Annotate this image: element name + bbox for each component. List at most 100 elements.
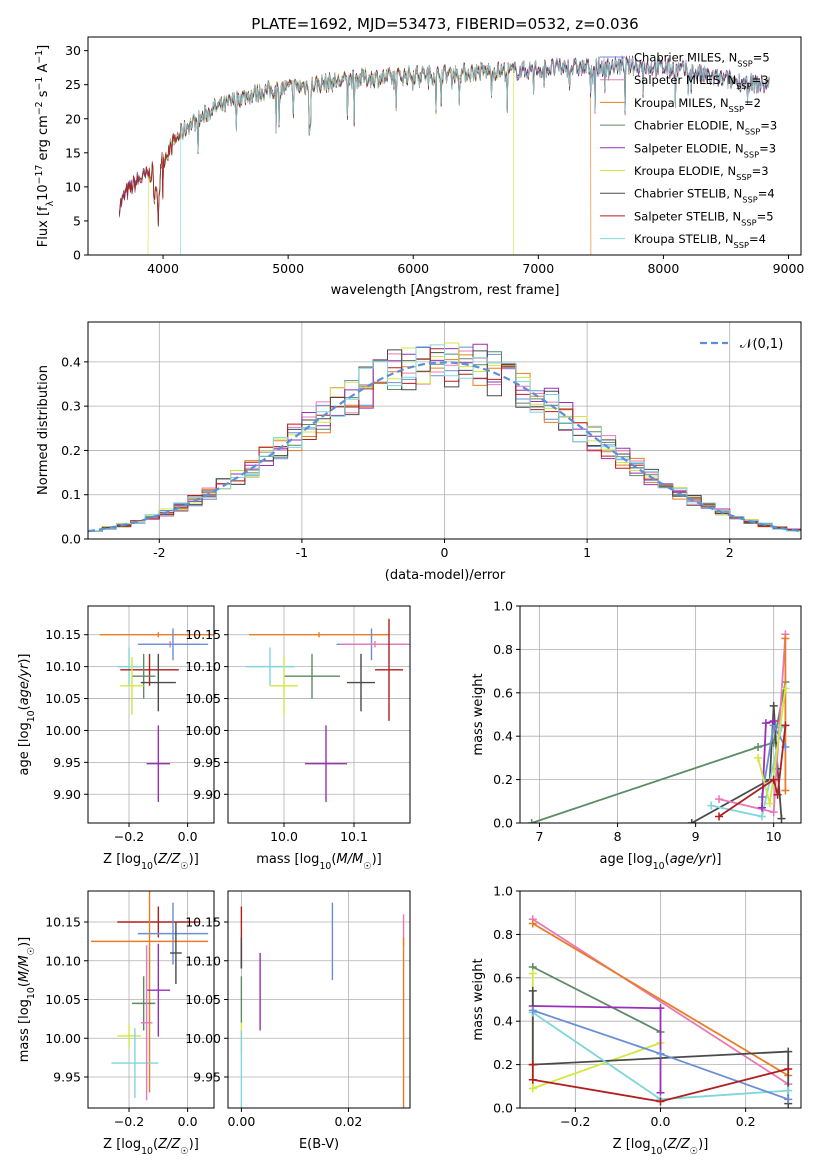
y-tick-label: 10.00: [185, 723, 221, 738]
label-part: age [log: [599, 852, 652, 867]
x-axis-label: Z [log10(Z/Z☉)]: [103, 852, 199, 872]
label-part: ☉: [180, 861, 188, 872]
label-part: (: [17, 705, 32, 710]
y-tick-label: 10.15: [185, 915, 221, 930]
x-tick-label: 0.0: [651, 1114, 671, 1129]
label-part: =3: [752, 73, 769, 87]
label-part: age/yr: [17, 662, 32, 705]
label-part: E(B-V): [299, 1137, 339, 1152]
spectrum-line-kroupa-stelib: [180, 57, 770, 255]
label-part: Kroupa MILES, N: [634, 96, 729, 110]
y-tick-label: 10.00: [185, 1031, 221, 1046]
weight-marker-kroupa-miles: [528, 919, 537, 928]
y-tick-label: 0.0: [493, 1101, 513, 1116]
label-part: SSP: [745, 127, 760, 137]
axes-frame: [87, 36, 802, 256]
y-tick-label: 10.05: [45, 992, 81, 1007]
y-tick-label: 9.90: [53, 787, 81, 802]
label-part: M/M: [17, 955, 32, 982]
label-part: =3: [760, 119, 777, 133]
y-axis-label: Normed distribution: [36, 365, 51, 495]
label-part: =3: [759, 141, 776, 155]
label-part: (: [665, 852, 670, 867]
x-tick-label: 8000: [647, 261, 679, 276]
weight-marker-chabrier-stelib: [784, 1047, 793, 1056]
legend-label: Kroupa ELODIE, NSSP=3: [634, 164, 769, 182]
label-part: SSP: [737, 59, 752, 69]
figure-title: PLATE=1692, MJD=53473, FIBERID=0532, z=0…: [251, 15, 638, 33]
label-part: erg cm: [36, 115, 51, 164]
label-part: −17: [34, 165, 45, 185]
legend-label: Salpeter MILES, NSSP=3: [634, 73, 769, 91]
legend-label: Chabrier ELODIE, NSSP=3: [634, 119, 777, 137]
label-part: s: [36, 90, 51, 101]
x-tick-label: 7000: [522, 261, 554, 276]
label-part: )]: [698, 1137, 708, 1152]
y-tick-label: 0.6: [493, 970, 513, 985]
gaussian-curve: [88, 361, 801, 533]
weight-marker-salpeter-stelib: [715, 812, 724, 821]
histogram-step-kroupa-stelib: [88, 344, 801, 532]
mass-vs-ebv-panel: 0.00 0.02 9.95 10.00 10.05 10.10 10.15 E(B-V): [185, 890, 411, 1152]
y-tick-label: 30: [65, 43, 81, 58]
y-tick-label: 10.00: [45, 723, 81, 738]
y-axis-label: mass weight: [471, 673, 486, 755]
age-vs-metallicity-panel: −0.2 0.0 9.90 9.95 10.00 10.05 10.10 10.15 Z [lo…: [17, 605, 215, 872]
weight-marker-salpeter-elodie: [656, 1004, 665, 1013]
label-part: ]: [36, 45, 51, 50]
plot-area: [240, 902, 405, 1108]
axes-frame: [87, 605, 215, 824]
x-tick-label: 0.02: [335, 1114, 363, 1129]
y-tick-label: 10.10: [185, 659, 221, 674]
x-axis-label: E(B-V): [299, 1137, 339, 1152]
label-part: −1: [34, 50, 45, 64]
x-tick-label: 10.0: [270, 829, 298, 844]
label-part: −2: [34, 101, 45, 115]
weight-marker-kroupa-stelib: [784, 1086, 793, 1095]
label-part: (: [663, 1137, 668, 1152]
weight-marker-salpeter-stelib: [784, 1064, 793, 1073]
weight-marker-kroupa-elodie: [781, 684, 790, 693]
x-axis-label: Z [log10(Z/Z☉)]: [103, 1137, 199, 1157]
y-tick-label: 0.4: [493, 729, 513, 744]
y-tick-label: 0.2: [61, 443, 81, 458]
x-tick-label: 0.00: [227, 1114, 255, 1129]
label-part: ☉: [690, 1146, 698, 1157]
legend-label: Chabrier STELIB, NSSP=4: [634, 187, 775, 205]
y-tick-label: 0.0: [61, 532, 81, 547]
x-tick-label: 0.0: [178, 829, 198, 844]
label-part: −1: [34, 77, 45, 91]
y-tick-label: 9.95: [53, 755, 81, 770]
weight-marker-kroupa-stelib: [757, 812, 766, 821]
weight-marker-chabrier-stelib: [769, 701, 778, 710]
mass-weight-vs-metallicity-panel: −0.2 0.0 0.2 0.0 0.2 0.4 0.6 0.8 1.0 Z [log10(Z/Z…: [471, 884, 802, 1157]
weight-marker-kroupa-miles: [781, 786, 790, 795]
y-tick-label: 1.0: [493, 884, 513, 899]
weight-marker-chabrier-elodie: [527, 819, 536, 823]
label-part: SSP: [736, 172, 751, 182]
y-tick-label: 5: [73, 213, 81, 228]
x-axis-label: wavelength [Angstrom, rest frame]: [331, 283, 560, 298]
label-part: 10: [141, 1146, 153, 1157]
weight-marker-salpeter-stelib: [528, 1060, 537, 1069]
label-part: =5: [757, 209, 774, 223]
weight-marker-chabrier-miles: [656, 1049, 665, 1058]
weight-marker-kroupa-elodie: [528, 1084, 537, 1093]
weight-line-salpeter-miles: [532, 918, 789, 1085]
legend-label: Salpeter STELIB, NSSP=5: [634, 209, 774, 227]
x-tick-label: -1: [296, 545, 308, 560]
y-axis-label: mass [log10(M/M☉)]: [17, 937, 37, 1063]
y-axis-label: age [log10(age/yr)]: [17, 653, 37, 775]
y-tick-label: 0: [73, 248, 81, 263]
label-part: ☉: [26, 947, 37, 955]
y-tick-label: 0.4: [493, 1014, 513, 1029]
x-axis-label: Z [log10(Z/Z☉)]: [613, 1137, 709, 1157]
y-axis-label: Flux [fλ10−17 erg cm−2 s−1 A−1]: [34, 45, 56, 247]
age-vs-mass-panel: 10.0 10.1 9.90 9.95 10.00 10.05 10.10 10.15 mass…: [185, 605, 411, 872]
weight-marker-salpeter-miles: [715, 795, 724, 804]
label-part: SSP: [729, 104, 744, 114]
label-part: Chabrier STELIB, N: [634, 187, 742, 201]
legend-label: Salpeter ELODIE, NSSP=3: [634, 141, 776, 159]
label-part: (: [331, 852, 336, 867]
